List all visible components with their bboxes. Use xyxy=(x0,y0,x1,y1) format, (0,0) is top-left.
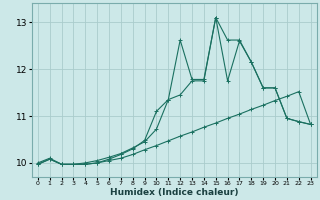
X-axis label: Humidex (Indice chaleur): Humidex (Indice chaleur) xyxy=(110,188,238,197)
